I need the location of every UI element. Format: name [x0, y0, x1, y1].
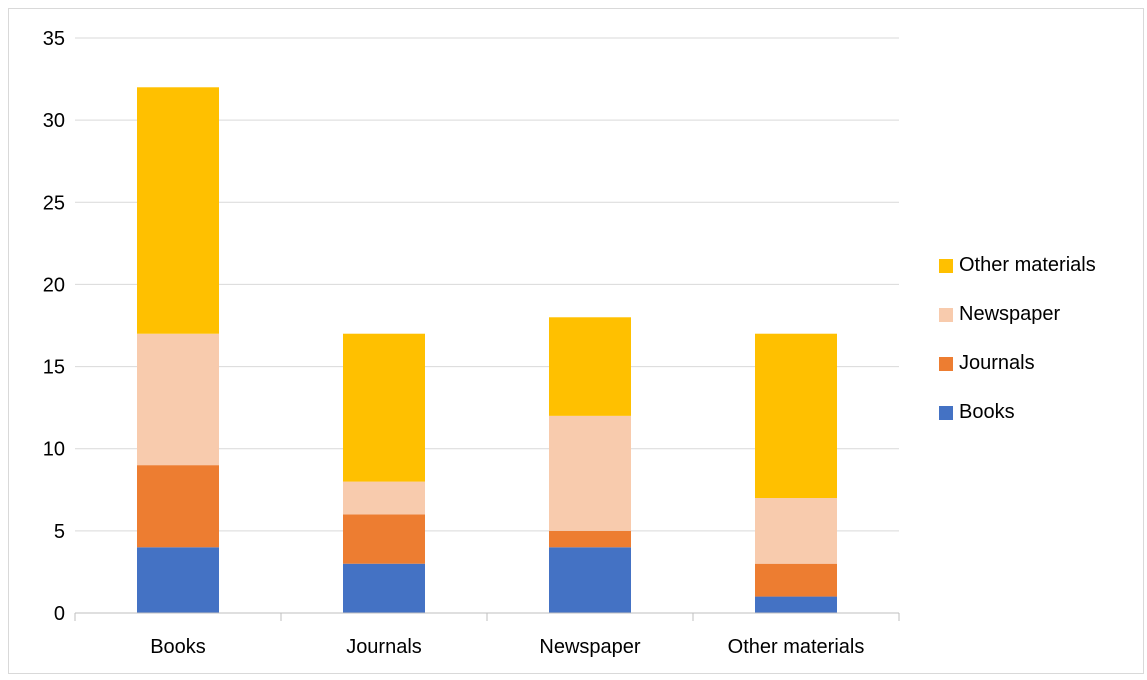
y-tick-label: 30 [43, 110, 65, 132]
x-category-label: Books [150, 636, 206, 658]
axes: 0 5 10 15 20 25 30 35 Books Journals Newspaper Othe… [43, 28, 900, 658]
y-tick-label: 20 [43, 274, 65, 296]
x-category-label: Newspaper [539, 636, 641, 658]
bar-segment-journals [137, 465, 219, 548]
bars [137, 87, 837, 613]
bar-segment-journals [755, 563, 837, 597]
legend-label-journals: Journals [959, 352, 1035, 374]
bar-segment-newspaper [549, 415, 631, 531]
bar-segment-newspaper [755, 498, 837, 564]
bar-segment-books [755, 596, 837, 613]
bar-segment-newspaper [137, 333, 219, 466]
legend-label-other-materials: Other materials [959, 254, 1096, 276]
y-tick-label: 5 [54, 521, 65, 543]
legend-swatch-books [939, 406, 953, 420]
bar-segment-books [137, 547, 219, 613]
bar-segment-other-materials [137, 87, 219, 334]
x-category-label: Other materials [728, 636, 865, 658]
bar-segment-other-materials [343, 333, 425, 482]
legend-swatch-other-materials [939, 259, 953, 273]
bar-segment-other-materials [549, 317, 631, 416]
x-category-label: Journals [346, 636, 422, 658]
bar-segment-newspaper [343, 481, 425, 515]
legend-swatch-journals [939, 357, 953, 371]
bar-segment-books [343, 563, 425, 613]
legend-swatch-newspaper [939, 308, 953, 322]
legend: Other materials Newspaper Journals Books [939, 254, 1096, 423]
y-tick-label: 15 [43, 357, 65, 379]
legend-label-books: Books [959, 401, 1015, 423]
bar-segment-journals [343, 514, 425, 564]
bar-segment-other-materials [755, 333, 837, 498]
chart-frame: 0 5 10 15 20 25 30 35 Books Journals Newspaper Othe… [8, 8, 1144, 674]
y-tick-label: 0 [54, 603, 65, 625]
bar-segment-books [549, 547, 631, 613]
y-tick-label: 25 [43, 192, 65, 214]
y-tick-label: 10 [43, 439, 65, 461]
y-tick-label: 35 [43, 28, 65, 50]
legend-label-newspaper: Newspaper [959, 303, 1061, 325]
bar-segment-journals [549, 530, 631, 548]
